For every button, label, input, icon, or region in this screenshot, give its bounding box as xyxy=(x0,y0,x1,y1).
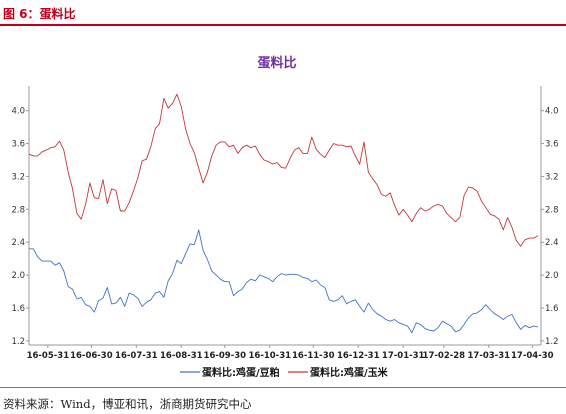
legend-label-soy: 蛋料比:鸡蛋/豆粕 xyxy=(202,366,280,379)
x-tick-label: 16-06-30 xyxy=(70,351,113,361)
y-tick-label-left: 4.0 xyxy=(11,107,25,117)
y-tick-label-right: 4.0 xyxy=(545,107,559,117)
y-tick-label-right: 2.8 xyxy=(545,205,559,215)
x-tick-label: 17-01-31 xyxy=(382,351,425,361)
x-tick-label: 16-07-31 xyxy=(115,351,158,361)
y-tick-label-right: 3.2 xyxy=(545,172,559,182)
y-tick-label-left: 2.4 xyxy=(11,238,25,248)
x-tick-label: 16-11-30 xyxy=(292,351,335,361)
chart-svg: 蛋料比 1.2 1.6 2.0 2.4 2.8 3.2 3.6 4.0 1.2 1.6 2.0 2.… xyxy=(11,55,559,379)
y-tick-label-right: 3.6 xyxy=(545,140,559,150)
chart-title: 蛋料比 xyxy=(257,55,296,71)
y-ticks-right: 1.2 1.6 2.0 2.4 2.8 3.2 3.6 4.0 xyxy=(541,107,559,347)
x-tick-label: 17-03-31 xyxy=(468,351,511,361)
x-tick-label: 16-08-31 xyxy=(160,351,203,361)
x-tick-label: 17-04-30 xyxy=(511,351,554,361)
y-tick-label-left: 3.6 xyxy=(11,140,25,150)
y-tick-label-right: 2.0 xyxy=(545,271,559,281)
x-tick-label: 16-09-30 xyxy=(204,351,247,361)
y-tick-label-left: 2.8 xyxy=(11,205,25,215)
figure-caption: 图 6：蛋料比 xyxy=(3,7,76,21)
series-layer xyxy=(28,93,539,334)
y-tick-label-right: 1.6 xyxy=(545,304,559,314)
y-tick-label-right: 2.4 xyxy=(545,238,559,248)
y-tick-label-right: 1.2 xyxy=(545,337,559,347)
source-note: 资料来源：Wind，博亚和讯，浙商期货研究中心 xyxy=(3,397,252,411)
x-tick-label: 16-12-31 xyxy=(337,351,380,361)
series-line-corn xyxy=(28,93,539,247)
x-tick-label: 16-05-31 xyxy=(27,351,70,361)
y-tick-label-left: 3.2 xyxy=(11,172,25,182)
y-tick-label-left: 1.6 xyxy=(11,304,25,314)
series-line-soy xyxy=(29,229,539,334)
x-ticks: 16-05-31 16-06-30 16-07-31 16-08-31 16-09-30… xyxy=(27,345,554,361)
legend-label-corn: 蛋料比:鸡蛋/玉米 xyxy=(310,366,389,379)
source-divider xyxy=(0,387,566,388)
y-tick-label-left: 2.0 xyxy=(11,271,25,281)
x-tick-label: 17-02-28 xyxy=(423,351,466,361)
legend: 蛋料比:鸡蛋/豆粕 蛋料比:鸡蛋/玉米 xyxy=(180,366,389,379)
y-ticks-left: 1.2 1.6 2.0 2.4 2.8 3.2 3.6 4.0 xyxy=(11,107,29,347)
x-tick-label: 16-10-31 xyxy=(248,351,291,361)
caption-divider xyxy=(0,24,566,26)
y-tick-label-left: 1.2 xyxy=(11,337,25,347)
